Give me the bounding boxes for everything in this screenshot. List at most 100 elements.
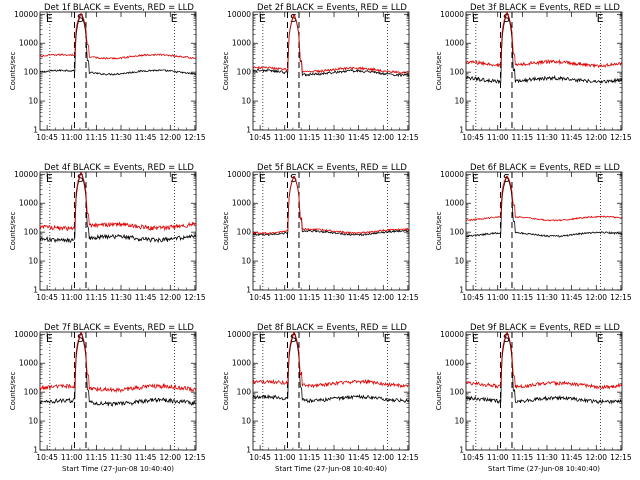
panel-title: Det 8f BLACK = Events, RED = LLD — [257, 323, 407, 333]
interval-marker-s: S — [290, 172, 297, 185]
y-axis-label: Counts/sec — [9, 212, 17, 251]
panel-det-2: Det 2f BLACK = Events, RED = LLD Counts/s… — [222, 3, 419, 142]
x-tick-label: 12:15 — [610, 453, 632, 462]
interval-marker-e: E — [259, 332, 266, 345]
x-tick-label: 10:45 — [462, 133, 484, 142]
x-tick-label: 12:00 — [585, 293, 607, 302]
y-tick-label: 100 — [24, 388, 39, 397]
x-tick-label: 11:30 — [536, 453, 558, 462]
x-tick-label: 12:15 — [610, 293, 632, 302]
x-tick-label: 11:30 — [323, 133, 345, 142]
x-tick-label: 11:00 — [274, 453, 296, 462]
x-tick-label: 11:15 — [86, 453, 108, 462]
x-axis-label: Start Time (27-Jun-08 10:40:40) — [62, 465, 174, 473]
plot-frame — [39, 11, 197, 131]
y-tick-label: 10 — [28, 417, 38, 426]
plot-frame — [252, 331, 410, 451]
series-line-events — [253, 176, 409, 237]
series-line-events — [40, 172, 196, 244]
interval-marker-e: E — [259, 12, 266, 25]
x-tick-label: 10:45 — [249, 293, 271, 302]
x-tick-label: 11:30 — [323, 293, 345, 302]
series-line-lld — [40, 13, 196, 60]
y-axis-label: Counts/sec — [9, 372, 17, 411]
y-axis-label: Counts/sec — [222, 52, 230, 91]
series-line-lld — [40, 332, 196, 394]
x-tick-label: 11:00 — [274, 133, 296, 142]
interval-marker-e: E — [384, 172, 391, 185]
interval-marker-e: E — [46, 172, 53, 185]
y-tick-label: 10000 — [14, 10, 38, 19]
y-tick-label: 1000 — [445, 359, 464, 368]
x-axis-label: Start Time (27-Jun-08 10:40:40) — [488, 465, 600, 473]
series-line-events — [466, 176, 622, 238]
y-tick-label: 1000 — [232, 39, 251, 48]
y-tick-label: 1000 — [19, 199, 38, 208]
x-tick-label: 11:00 — [274, 293, 296, 302]
plot-frame — [39, 171, 197, 291]
series-line-lld — [40, 172, 196, 232]
x-tick-label: 11:15 — [86, 293, 108, 302]
x-tick-label: 12:15 — [397, 293, 419, 302]
panel-title: Det 3f BLACK = Events, RED = LLD — [470, 3, 620, 13]
panel-title: Det 7f BLACK = Events, RED = LLD — [44, 323, 194, 333]
x-tick-label: 11:45 — [135, 293, 157, 302]
x-tick-label: 11:45 — [561, 453, 583, 462]
x-tick-label: 11:15 — [299, 453, 321, 462]
plot-frame — [465, 171, 623, 291]
panel-title: Det 6f BLACK = Events, RED = LLD — [470, 163, 620, 173]
x-tick-label: 12:15 — [397, 133, 419, 142]
plot-frame — [465, 11, 623, 131]
y-tick-label: 1 — [33, 126, 38, 135]
x-tick-label: 12:00 — [159, 453, 181, 462]
interval-marker-e: E — [171, 12, 178, 25]
interval-marker-e: E — [171, 172, 178, 185]
series-line-events — [253, 14, 409, 78]
interval-marker-s: S — [77, 172, 84, 185]
plot-frame — [252, 171, 410, 291]
y-tick-label: 100 — [450, 388, 465, 397]
series-line-lld — [253, 14, 409, 74]
y-tick-label: 1 — [459, 446, 464, 455]
y-axis-label: Counts/sec — [9, 52, 17, 91]
y-tick-label: 1000 — [19, 359, 38, 368]
interval-marker-s: S — [503, 172, 510, 185]
x-tick-label: 11:30 — [110, 293, 132, 302]
series-line-events — [253, 332, 409, 404]
y-tick-label: 1 — [459, 286, 464, 295]
panel-det-4: Det 4f BLACK = Events, RED = LLD Counts/s… — [9, 163, 206, 302]
y-tick-label: 1 — [246, 286, 251, 295]
series-line-lld — [253, 332, 409, 389]
x-tick-label: 12:00 — [585, 453, 607, 462]
x-tick-label: 11:45 — [348, 453, 370, 462]
interval-marker-e: E — [597, 332, 604, 345]
interval-marker-e: E — [472, 172, 479, 185]
y-tick-label: 10000 — [14, 170, 38, 179]
y-tick-label: 100 — [24, 228, 39, 237]
x-tick-label: 12:15 — [610, 133, 632, 142]
series-line-lld — [466, 175, 622, 222]
y-tick-label: 1000 — [19, 39, 38, 48]
x-tick-label: 11:30 — [536, 293, 558, 302]
interval-marker-e: E — [384, 332, 391, 345]
x-tick-label: 11:45 — [348, 133, 370, 142]
interval-marker-s: S — [77, 332, 84, 345]
x-tick-label: 11:45 — [348, 293, 370, 302]
y-tick-label: 1 — [33, 286, 38, 295]
panel-title: Det 2f BLACK = Events, RED = LLD — [257, 3, 407, 13]
x-tick-label: 12:00 — [372, 293, 394, 302]
y-tick-label: 10 — [454, 417, 464, 426]
panel-title: Det 9f BLACK = Events, RED = LLD — [470, 323, 620, 333]
x-tick-label: 11:15 — [512, 293, 534, 302]
y-tick-label: 100 — [450, 228, 465, 237]
panel-title: Det 1f BLACK = Events, RED = LLD — [44, 3, 194, 13]
series-line-events — [40, 13, 196, 76]
panel-title: Det 5f BLACK = Events, RED = LLD — [257, 163, 407, 173]
y-tick-label: 100 — [237, 68, 252, 77]
y-tick-label: 10000 — [227, 10, 251, 19]
panel-det-7: Det 7f BLACK = Events, RED = LLD Counts/s… — [9, 323, 206, 473]
panel-det-5: Det 5f BLACK = Events, RED = LLD Counts/s… — [222, 163, 419, 302]
y-axis-label: Counts/sec — [222, 212, 230, 251]
y-tick-label: 10 — [28, 257, 38, 266]
interval-marker-e: E — [597, 172, 604, 185]
